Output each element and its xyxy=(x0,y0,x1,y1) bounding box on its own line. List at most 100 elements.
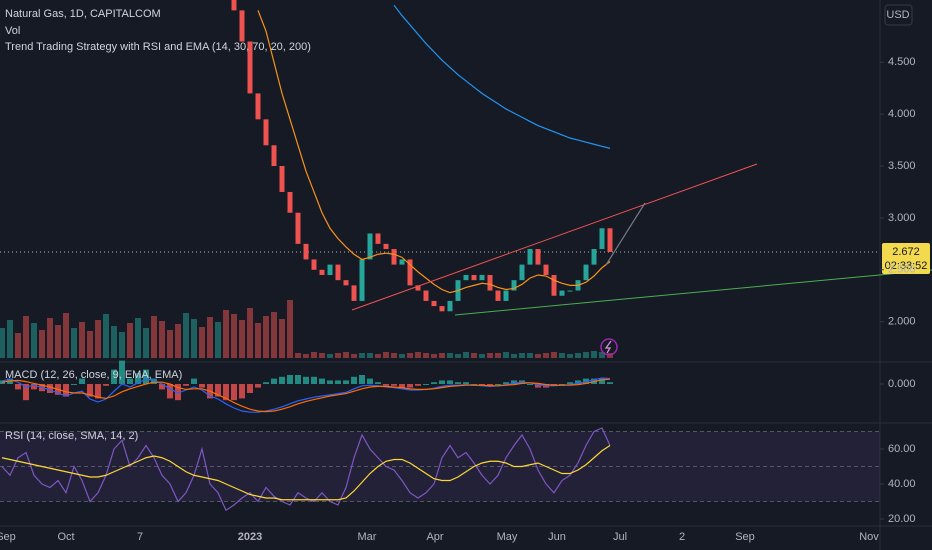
macd-histogram xyxy=(311,376,317,384)
candle xyxy=(351,285,357,301)
volume-bar xyxy=(63,313,69,358)
event-icon[interactable] xyxy=(600,338,618,356)
volume-bar xyxy=(463,352,469,358)
event-icon-bolt xyxy=(604,340,612,354)
volume-bar xyxy=(599,352,605,358)
volume-bar xyxy=(519,353,525,358)
volume-bar xyxy=(271,312,277,358)
volume-bar xyxy=(543,353,549,358)
volume-bar xyxy=(175,324,181,358)
macd-histogram xyxy=(415,384,421,386)
candle xyxy=(359,259,365,301)
macd-histogram xyxy=(167,384,173,399)
x-tick-label: Jun xyxy=(548,531,566,543)
macd-histogram xyxy=(535,384,541,388)
candle xyxy=(567,290,573,292)
candle xyxy=(559,290,565,296)
candle xyxy=(295,212,301,244)
volume-bar xyxy=(0,328,5,358)
candle xyxy=(551,274,557,296)
volume-bar xyxy=(47,318,53,358)
volume-bar xyxy=(151,316,157,358)
volume-bar xyxy=(95,320,101,358)
volume-bar xyxy=(135,318,141,358)
volume-bar xyxy=(55,325,61,358)
indicator-panes xyxy=(0,360,880,512)
x-tick-label: Jul xyxy=(613,531,627,543)
macd-histogram xyxy=(391,384,397,386)
ema200-line xyxy=(393,4,611,149)
macd-histogram xyxy=(143,369,149,384)
macd-histogram xyxy=(287,375,293,384)
volume-bar xyxy=(335,353,341,358)
y-tick-label: 3.500 xyxy=(888,160,916,172)
volume-bar xyxy=(87,331,93,358)
macd-histogram xyxy=(607,382,613,384)
x-tick-label: 7 xyxy=(137,531,143,543)
volume-bar xyxy=(263,316,269,358)
x-tick-label: Mar xyxy=(358,531,377,543)
volume-bar xyxy=(311,352,317,358)
macd-histogram xyxy=(295,375,301,384)
macd-histogram xyxy=(359,375,365,384)
volume-bar xyxy=(239,320,245,358)
candle xyxy=(423,290,429,301)
volume-bar xyxy=(375,354,381,358)
candle xyxy=(407,259,413,286)
candle xyxy=(383,243,389,250)
volume-bar xyxy=(319,353,325,358)
macd-histogram xyxy=(271,378,277,384)
volume-bar xyxy=(327,354,333,358)
currency-button[interactable] xyxy=(884,4,913,26)
candle xyxy=(599,228,605,250)
macd-histogram xyxy=(135,373,141,384)
macd-histogram xyxy=(239,384,245,399)
candle xyxy=(271,145,277,167)
candle xyxy=(487,274,493,291)
x-tick-label: Sep xyxy=(0,531,16,543)
candle xyxy=(391,249,397,265)
candle xyxy=(583,264,589,281)
candle xyxy=(255,93,261,120)
volume-bar xyxy=(591,351,597,358)
volume-legend: Vol xyxy=(5,25,20,37)
macd-histogram xyxy=(31,384,37,390)
volume-bar xyxy=(111,326,117,358)
y-tick-label: 4.500 xyxy=(888,56,916,68)
macd-histogram xyxy=(447,380,453,384)
rsi-legend: RSI (14, close, SMA, 14, 2) xyxy=(5,430,138,442)
candle xyxy=(319,269,325,275)
volume-bar xyxy=(495,353,501,358)
candle xyxy=(495,290,501,301)
volume-bar xyxy=(303,354,309,358)
x-tick-label: Nov xyxy=(859,531,879,543)
countdown: 02:33:52 xyxy=(885,260,928,272)
volume-bar xyxy=(415,352,421,358)
strategy-legend: Trend Trading Strategy with RSI and EMA … xyxy=(5,41,311,53)
macd-histogram xyxy=(367,378,373,384)
volume-bar xyxy=(287,300,293,358)
volume-bar xyxy=(127,323,133,358)
macd-histogram xyxy=(319,378,325,384)
macd-histogram xyxy=(159,384,165,390)
volume-bar xyxy=(455,354,461,358)
macd-histogram xyxy=(503,382,509,384)
volume-bar xyxy=(471,353,477,358)
volume-bar xyxy=(143,328,149,358)
macd-histogram xyxy=(407,384,413,388)
macd-histogram xyxy=(527,384,533,385)
y-tick-label: 2.500 xyxy=(888,264,916,276)
volume-bar xyxy=(343,352,349,358)
rsi-band xyxy=(0,431,880,502)
macd-histogram xyxy=(375,382,381,384)
macd-histogram xyxy=(559,384,565,385)
macd-histogram xyxy=(63,384,69,397)
candle xyxy=(287,191,293,213)
volume-bar xyxy=(399,354,405,358)
candle xyxy=(439,306,445,312)
candle xyxy=(415,285,421,291)
candle xyxy=(311,259,317,270)
volume-bar xyxy=(567,354,573,358)
volume-bar xyxy=(367,353,373,358)
volume-bar xyxy=(295,353,301,358)
